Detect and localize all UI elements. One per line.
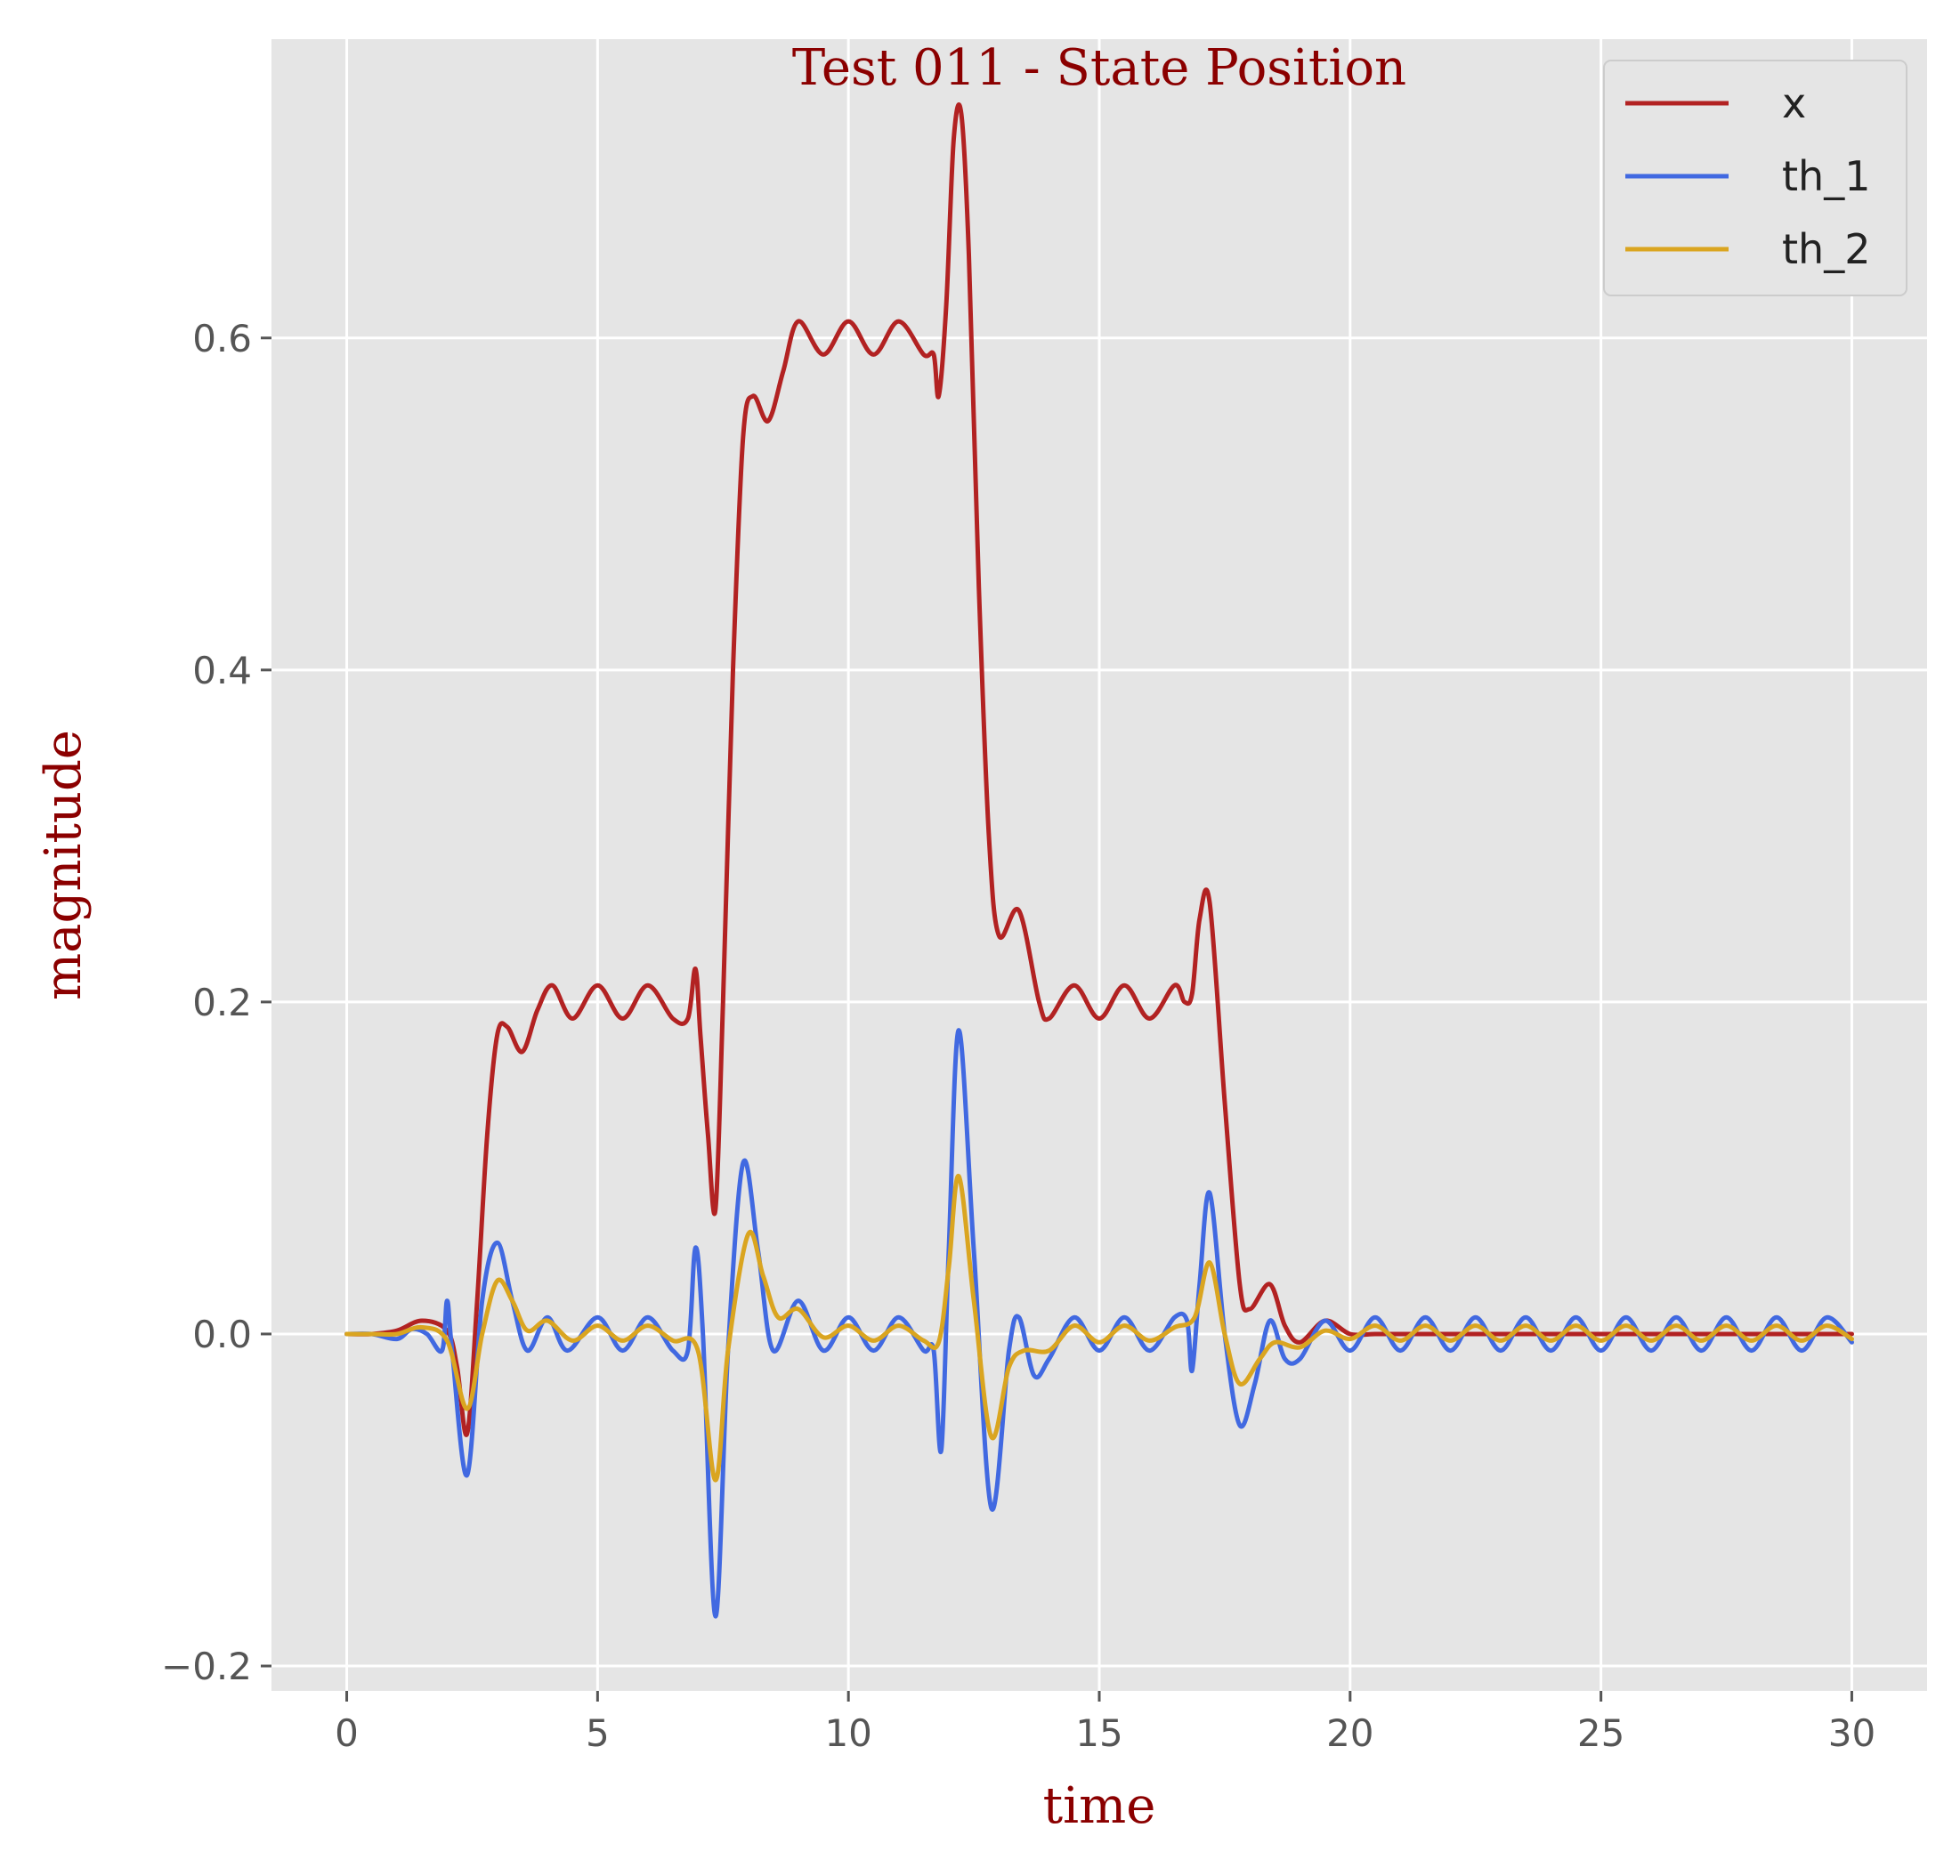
x-tick-label: 0 (335, 1711, 359, 1755)
legend-box (1603, 60, 1907, 296)
y-tick-label: 0.0 (192, 1313, 252, 1356)
legend: x th_1 th_2 (1603, 60, 1907, 296)
grid (271, 39, 1927, 1691)
legend-label-x: x (1782, 79, 1806, 127)
series-line-th-2 (344, 1174, 1854, 1483)
x-tick-label: 15 (1075, 1711, 1122, 1755)
series-line-x (344, 102, 1854, 1437)
y-tick-label: 0.6 (192, 317, 252, 360)
legend-label-th-2: th_2 (1782, 225, 1870, 273)
y-axis-ticks: −0.2 0.0 0.2 0.4 0.6 (161, 317, 271, 1688)
y-tick-label: −0.2 (161, 1645, 252, 1688)
legend-label-th-1: th_1 (1782, 152, 1870, 200)
x-axis-ticks: 0 5 10 15 20 25 30 (335, 1691, 1875, 1755)
x-tick-label: 20 (1326, 1711, 1373, 1755)
series-layer (344, 102, 1854, 1619)
y-tick-label: 0.2 (192, 981, 252, 1024)
x-tick-label: 5 (586, 1711, 610, 1755)
x-axis-label: time (1043, 1777, 1156, 1835)
x-tick-label: 10 (824, 1711, 871, 1755)
series-line-th-1 (344, 1028, 1854, 1619)
legend-items: x th_1 th_2 (1625, 79, 1870, 273)
y-axis-label: magnitude (35, 730, 93, 1000)
x-tick-label: 30 (1828, 1711, 1875, 1755)
y-tick-label: 0.4 (192, 649, 252, 692)
x-tick-label: 25 (1577, 1711, 1624, 1755)
chart-title: Test 011 - State Position (792, 39, 1406, 97)
